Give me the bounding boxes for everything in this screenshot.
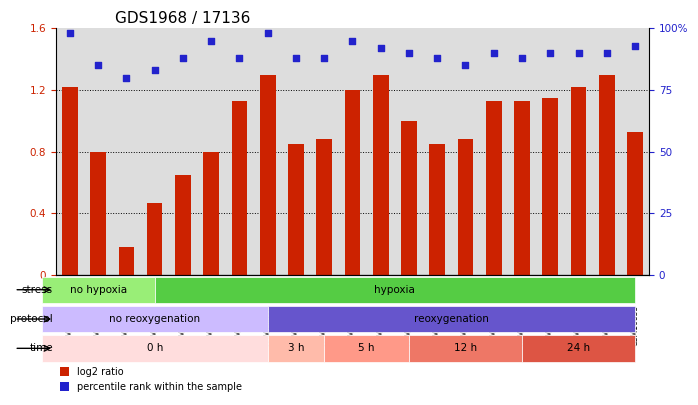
Point (290, 55, 302, 61)
Text: protocol: protocol (10, 314, 53, 324)
Bar (345, 90, 360, 275)
Text: GSM16828: GSM16828 (461, 305, 470, 346)
Text: 5 h: 5 h (358, 343, 375, 353)
Point (177, 55, 188, 61)
Text: GSM16821: GSM16821 (376, 305, 385, 346)
Bar (514, 101, 530, 275)
Text: GSM16819: GSM16819 (348, 305, 357, 346)
Bar (599, 75, 614, 275)
Bar (316, 139, 332, 275)
Legend: log2 ratio, percentile rank within the sample: log2 ratio, percentile rank within the s… (56, 363, 246, 396)
FancyBboxPatch shape (42, 277, 155, 303)
Point (93, 62, 104, 68)
Text: GSM16838: GSM16838 (122, 305, 131, 346)
Bar (260, 75, 276, 275)
Text: reoxygenation: reoxygenation (414, 314, 489, 324)
FancyBboxPatch shape (325, 335, 409, 362)
Text: GSM16817: GSM16817 (292, 305, 300, 346)
Text: GSM16826: GSM16826 (433, 305, 442, 346)
Text: no reoxygenation: no reoxygenation (109, 314, 200, 324)
FancyBboxPatch shape (268, 306, 635, 332)
Text: GSM16824: GSM16824 (405, 305, 413, 346)
Point (403, 50, 415, 56)
Text: GSM16814: GSM16814 (207, 305, 216, 346)
Text: GSM16832: GSM16832 (546, 305, 555, 346)
Bar (62, 87, 77, 275)
Point (64, 30, 75, 36)
FancyBboxPatch shape (42, 335, 268, 362)
Point (149, 67, 161, 74)
Text: stress: stress (22, 285, 53, 295)
Text: GSM16818: GSM16818 (320, 305, 329, 346)
Text: no hypoxia: no hypoxia (70, 285, 127, 295)
Point (206, 37, 217, 44)
FancyBboxPatch shape (155, 277, 635, 303)
Bar (458, 139, 473, 275)
FancyBboxPatch shape (522, 335, 635, 362)
Point (601, 50, 612, 56)
Bar (401, 121, 417, 275)
Text: GSM16839: GSM16839 (150, 305, 159, 346)
Text: GSM16833: GSM16833 (574, 305, 583, 346)
FancyBboxPatch shape (268, 335, 325, 362)
Text: 12 h: 12 h (454, 343, 477, 353)
Text: time: time (29, 343, 53, 353)
Bar (288, 144, 304, 275)
Text: GSM16784: GSM16784 (179, 305, 188, 346)
Point (262, 30, 274, 36)
Bar (429, 144, 445, 275)
FancyBboxPatch shape (42, 306, 268, 332)
Bar (175, 175, 191, 275)
Bar (486, 101, 502, 275)
Bar (542, 98, 558, 275)
Text: GSM16837: GSM16837 (94, 305, 103, 346)
Text: GDS1968 / 17136: GDS1968 / 17136 (115, 11, 251, 26)
Point (544, 50, 556, 56)
Point (630, 43, 641, 49)
Point (517, 55, 528, 61)
Point (460, 62, 471, 68)
Text: 24 h: 24 h (567, 343, 590, 353)
Text: GSM16834: GSM16834 (602, 305, 611, 346)
Text: 3 h: 3 h (288, 343, 304, 353)
Bar (571, 87, 586, 275)
Point (431, 55, 443, 61)
Point (319, 55, 330, 61)
Bar (119, 247, 134, 275)
Text: GSM16835: GSM16835 (630, 305, 639, 346)
Point (488, 50, 499, 56)
Bar (232, 101, 247, 275)
Point (347, 37, 358, 44)
Text: GSM16815: GSM16815 (235, 305, 244, 346)
Text: 0 h: 0 h (147, 343, 163, 353)
Bar (91, 152, 106, 275)
Point (234, 55, 245, 61)
Point (375, 45, 386, 51)
Bar (147, 202, 163, 275)
Text: GSM16836: GSM16836 (66, 305, 75, 346)
Bar (373, 75, 389, 275)
Text: GSM16831: GSM16831 (517, 305, 526, 346)
Text: GSM16830: GSM16830 (489, 305, 498, 346)
FancyBboxPatch shape (409, 335, 522, 362)
Bar (628, 132, 643, 275)
Text: GSM16816: GSM16816 (263, 305, 272, 346)
Text: hypoxia: hypoxia (374, 285, 415, 295)
Point (121, 75, 132, 81)
Bar (203, 152, 219, 275)
Point (573, 50, 584, 56)
